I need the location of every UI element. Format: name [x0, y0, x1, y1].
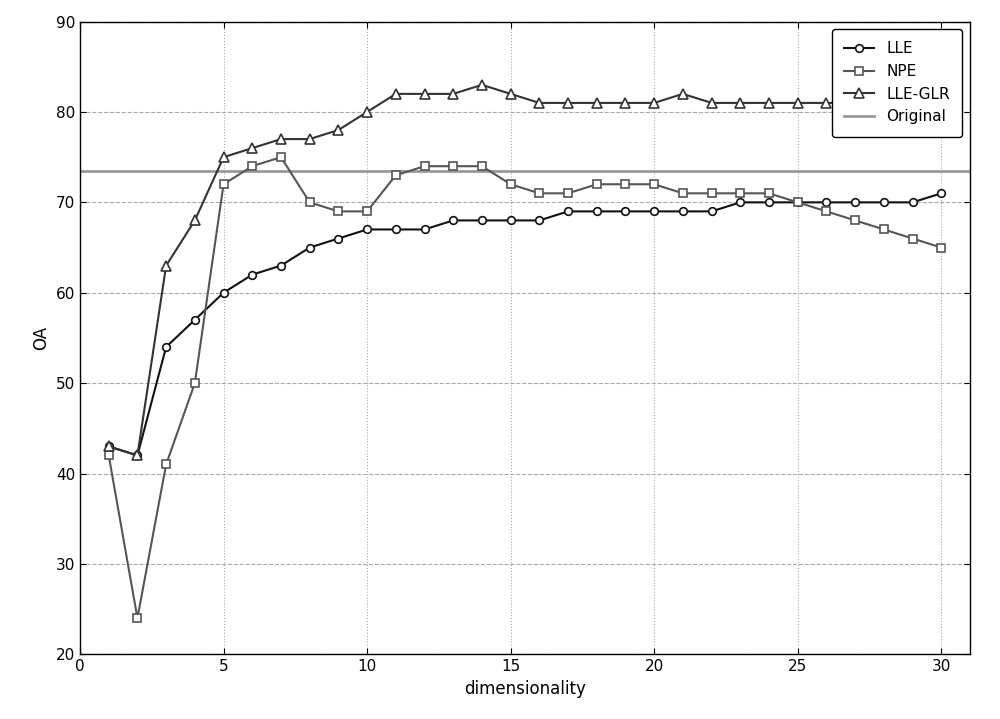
LLE — [878, 198, 890, 206]
LLE — [505, 216, 517, 225]
LLE — [907, 198, 919, 206]
NPE — [849, 216, 861, 225]
LLE-GLR — [275, 134, 287, 143]
LLE — [648, 207, 660, 216]
NPE — [907, 234, 919, 243]
LLE-GLR — [304, 134, 316, 143]
LLE-GLR — [792, 99, 804, 107]
LLE — [935, 189, 947, 198]
LLE — [792, 198, 804, 206]
LLE — [677, 207, 689, 216]
LLE-GLR — [820, 99, 832, 107]
NPE — [390, 171, 402, 180]
LLE-GLR — [849, 99, 861, 107]
LLE — [591, 207, 603, 216]
LLE — [533, 216, 545, 225]
NPE — [619, 180, 631, 188]
LLE-GLR — [533, 99, 545, 107]
NPE — [677, 189, 689, 198]
LLE — [218, 288, 230, 297]
NPE — [246, 162, 258, 170]
LLE-GLR — [447, 90, 459, 99]
LLE — [447, 216, 459, 225]
NPE — [792, 198, 804, 206]
LLE-GLR — [131, 451, 143, 459]
LLE-GLR — [562, 99, 574, 107]
LLE-GLR — [591, 99, 603, 107]
LLE — [332, 234, 344, 243]
LLE — [361, 225, 373, 234]
LLE — [131, 451, 143, 459]
NPE — [533, 189, 545, 198]
LLE-GLR — [476, 81, 488, 89]
LLE-GLR — [706, 99, 718, 107]
NPE — [763, 189, 775, 198]
LLE-GLR — [390, 90, 402, 99]
NPE — [706, 189, 718, 198]
LLE — [304, 243, 316, 252]
NPE — [447, 162, 459, 170]
LLE-GLR — [677, 90, 689, 99]
NPE — [562, 189, 574, 198]
NPE — [189, 379, 201, 388]
Line: LLE-GLR: LLE-GLR — [104, 81, 946, 460]
LLE — [763, 198, 775, 206]
LLE-GLR — [505, 90, 517, 99]
LLE — [419, 225, 431, 234]
LLE-GLR — [763, 99, 775, 107]
LLE — [562, 207, 574, 216]
NPE — [505, 180, 517, 188]
LLE-GLR — [935, 81, 947, 89]
LLE-GLR — [218, 153, 230, 162]
NPE — [332, 207, 344, 216]
LLE-GLR — [619, 99, 631, 107]
LLE-GLR — [907, 90, 919, 99]
LLE-GLR — [332, 126, 344, 134]
LLE — [820, 198, 832, 206]
NPE — [131, 614, 143, 623]
NPE — [275, 153, 287, 162]
LLE-GLR — [246, 144, 258, 152]
NPE — [648, 180, 660, 188]
NPE — [304, 198, 316, 206]
Line: LLE: LLE — [105, 190, 945, 459]
LLE-GLR — [160, 261, 172, 270]
LLE-GLR — [878, 99, 890, 107]
Original — [74, 166, 86, 175]
Original — [103, 166, 115, 175]
LLE — [246, 270, 258, 279]
LLE-GLR — [361, 108, 373, 116]
LLE — [189, 316, 201, 324]
NPE — [878, 225, 890, 234]
Y-axis label: OA: OA — [32, 326, 50, 350]
LLE — [160, 343, 172, 352]
LLE — [390, 225, 402, 234]
NPE — [218, 180, 230, 188]
NPE — [419, 162, 431, 170]
LLE — [275, 261, 287, 270]
NPE — [591, 180, 603, 188]
NPE — [935, 243, 947, 252]
LLE-GLR — [419, 90, 431, 99]
LLE — [706, 207, 718, 216]
LLE — [103, 442, 115, 451]
LLE — [734, 198, 746, 206]
LLE — [476, 216, 488, 225]
NPE — [160, 460, 172, 469]
Legend: LLE, NPE, LLE-GLR, Original: LLE, NPE, LLE-GLR, Original — [832, 29, 962, 137]
NPE — [361, 207, 373, 216]
Line: NPE: NPE — [105, 153, 945, 623]
X-axis label: dimensionality: dimensionality — [464, 679, 586, 697]
LLE — [849, 198, 861, 206]
LLE — [619, 207, 631, 216]
NPE — [476, 162, 488, 170]
NPE — [734, 189, 746, 198]
NPE — [820, 207, 832, 216]
LLE-GLR — [734, 99, 746, 107]
LLE-GLR — [648, 99, 660, 107]
LLE-GLR — [103, 442, 115, 451]
LLE-GLR — [189, 216, 201, 225]
NPE — [103, 451, 115, 459]
